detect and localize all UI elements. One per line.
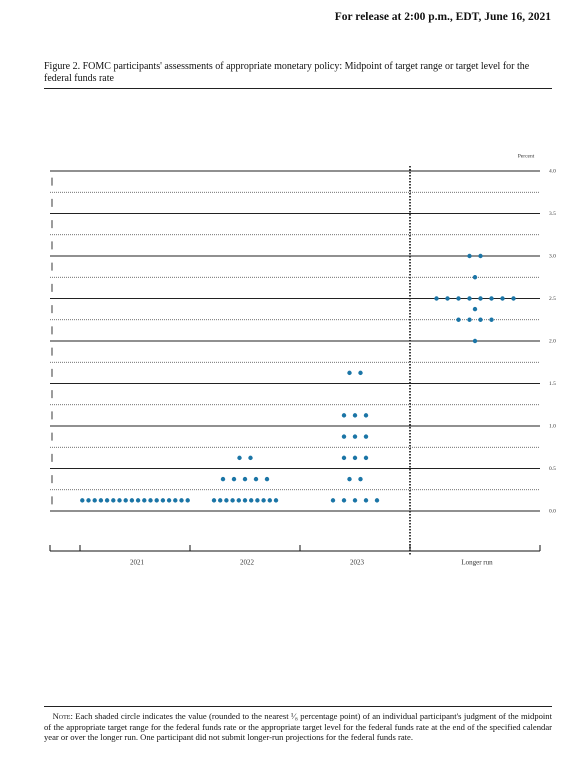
dot	[253, 476, 259, 482]
dot	[249, 498, 254, 503]
dot	[173, 498, 178, 503]
dot	[341, 413, 347, 418]
dot	[467, 317, 472, 322]
dot	[347, 476, 352, 482]
dot	[98, 498, 104, 503]
release-line: For release at 2:00 p.m., EDT, June 16, …	[334, 11, 551, 23]
dot	[248, 455, 253, 461]
dot	[154, 498, 159, 503]
dot	[242, 476, 248, 482]
dot	[478, 253, 483, 259]
y-tick-label: 0.0	[549, 508, 556, 514]
dot	[472, 338, 478, 344]
dot	[341, 498, 347, 503]
dot	[142, 498, 147, 503]
note-text: Each shaded circle indicates the value (…	[44, 711, 552, 742]
dot	[117, 498, 122, 503]
title-rule	[44, 88, 552, 89]
note-label: Note:	[52, 711, 73, 721]
dot	[341, 455, 347, 461]
dot	[255, 498, 260, 503]
dot	[478, 317, 483, 322]
dot	[511, 296, 516, 301]
y-axis-label: Percent	[518, 153, 535, 159]
dot	[341, 434, 347, 439]
dot	[500, 296, 505, 301]
dot	[363, 434, 369, 439]
dot	[86, 498, 91, 503]
dot	[456, 317, 461, 322]
dot	[237, 455, 242, 461]
x-tick-label: 2023	[350, 559, 365, 567]
y-tick-label: 2.5	[549, 296, 556, 302]
y-tick-label: 2.0	[549, 338, 556, 344]
dot	[358, 370, 363, 376]
y-tick-label: 3.0	[549, 253, 556, 259]
dot	[264, 476, 270, 482]
dot	[434, 296, 439, 301]
x-tick-label: 2022	[240, 559, 255, 567]
dot	[129, 498, 135, 503]
note-rule	[44, 706, 552, 707]
dot	[220, 476, 226, 482]
dot	[236, 498, 241, 503]
dot	[352, 498, 358, 503]
dot	[230, 498, 235, 503]
dot	[374, 498, 380, 503]
dot	[330, 498, 336, 503]
dot	[273, 498, 279, 503]
dot	[166, 498, 172, 503]
dot	[267, 498, 272, 503]
dot	[80, 498, 85, 503]
dot	[211, 498, 217, 503]
figure-title: Figure 2. FOMC participants' assessments…	[44, 61, 530, 84]
dot	[478, 296, 483, 301]
x-tick-label: 2021	[130, 559, 145, 567]
dot	[242, 498, 248, 503]
dot	[218, 498, 223, 503]
y-tick-label: 4.0	[549, 168, 556, 174]
note: Note: Each shaded circle indicates the v…	[44, 711, 552, 743]
chart: Percent 0.0 0.5 1.0 1.5 2.0 2.5 3.0 3.5 4.0 2021 2…	[49, 153, 556, 567]
dot	[489, 296, 494, 301]
dot	[467, 253, 472, 259]
dot	[111, 498, 116, 503]
dot	[445, 296, 450, 301]
y-tick-label: 3.5	[549, 211, 556, 217]
dot	[358, 476, 363, 482]
dot	[363, 498, 369, 503]
dot	[104, 498, 110, 503]
dot	[224, 498, 229, 503]
dot	[363, 455, 369, 461]
y-tick-label: 0.5	[549, 466, 556, 472]
dot	[231, 476, 237, 482]
dot	[472, 275, 478, 280]
dot	[363, 413, 369, 418]
dot	[148, 498, 153, 503]
x-tick-label: Longer run	[461, 559, 493, 567]
dot	[352, 413, 358, 418]
dot	[347, 370, 352, 376]
dot	[92, 498, 97, 503]
dot	[489, 317, 494, 322]
dot	[160, 498, 166, 503]
dot	[135, 498, 141, 503]
dot	[456, 296, 461, 301]
dot	[352, 455, 358, 461]
dot	[352, 434, 358, 439]
dot	[472, 306, 478, 312]
dot	[467, 296, 472, 301]
dot	[261, 498, 266, 503]
dot	[179, 498, 184, 503]
dot	[185, 498, 190, 503]
y-tick-label: 1.5	[549, 381, 556, 387]
dot	[123, 498, 128, 503]
y-tick-label: 1.0	[549, 423, 556, 429]
